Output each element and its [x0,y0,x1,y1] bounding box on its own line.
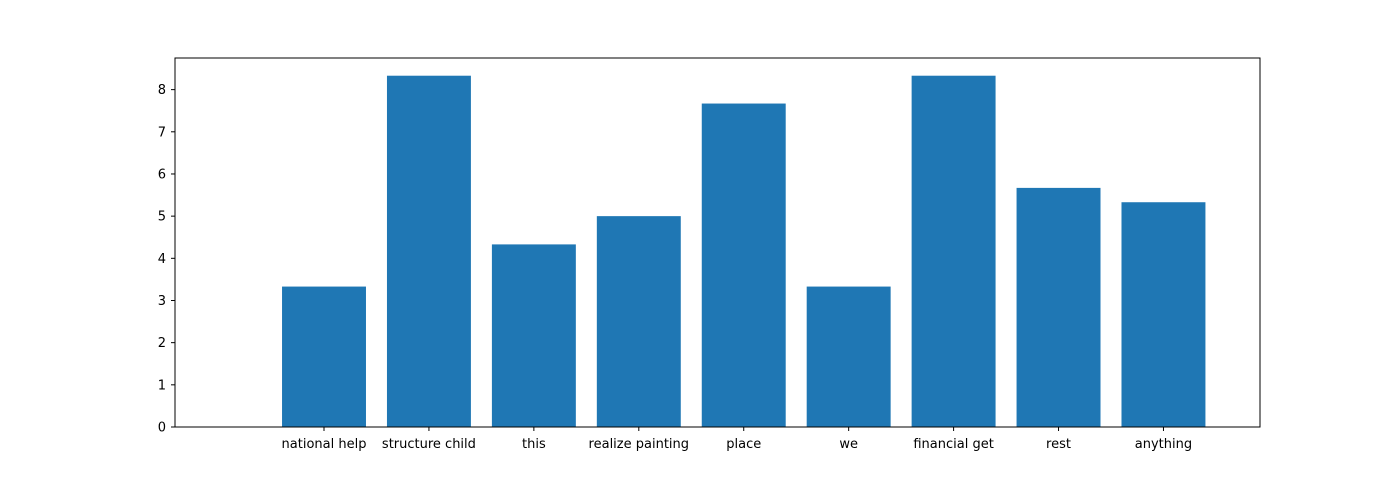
x-tick-label: financial get [913,437,993,452]
bar-3 [596,216,681,427]
bar-4 [701,103,786,428]
y-tick-label: 5 [158,210,166,225]
y-tick-label: 1 [158,378,166,393]
y-axis-ticks: 0 1 2 3 4 5 6 7 8 [158,83,175,436]
y-tick-label: 2 [158,336,166,351]
x-tick-label: structure child [382,437,476,452]
x-tick-label: realize painting [589,437,689,452]
y-tick-label: 3 [158,294,166,309]
bar-2 [491,244,576,427]
x-tick-label: anything [1135,437,1192,452]
bar-0 [282,286,366,427]
bar-7 [1016,187,1101,427]
plot-frame [174,57,1261,428]
y-tick-label: 8 [158,83,166,98]
y-tick-label: 0 [158,421,166,436]
bar-8 [1121,202,1206,427]
x-tick-label: this [522,437,546,452]
x-tick-label: rest [1046,437,1071,452]
x-tick-label: we [839,437,858,452]
x-tick-label: place [726,437,761,452]
bar-6 [911,75,996,427]
x-axis-ticks: national help structure child this realize … [282,427,1192,452]
bar-1 [386,75,471,427]
bar-5 [806,286,891,427]
bars-group [282,75,1206,428]
x-tick-label: national help [282,437,367,452]
y-tick-label: 7 [158,125,166,140]
y-tick-label: 4 [158,252,166,267]
y-tick-label: 6 [158,167,166,182]
